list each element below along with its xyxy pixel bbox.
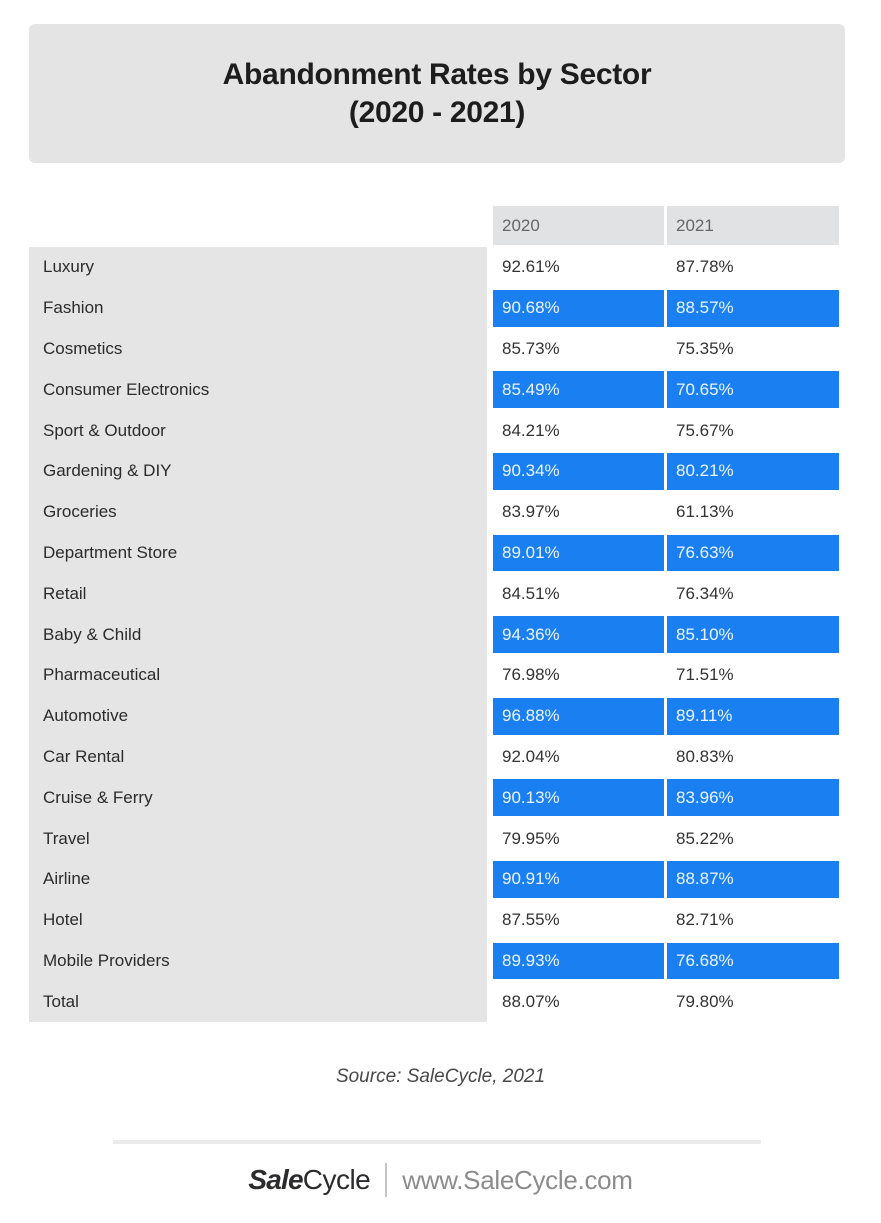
- sector-label: Gardening & DIY: [29, 450, 487, 492]
- value-2021: 88.57%: [667, 287, 839, 329]
- table-row: Department Store 89.01% 76.63%: [29, 532, 839, 574]
- value-2020: 85.49%: [493, 369, 664, 411]
- value-2021: 85.10%: [667, 614, 839, 655]
- value-2020: 79.95%: [493, 818, 664, 859]
- value-2021: 70.65%: [667, 369, 839, 411]
- page-title: Abandonment Rates by Sector: [222, 57, 652, 91]
- table-row: Hotel 87.55% 82.71%: [29, 899, 839, 941]
- sector-label: Sport & Outdoor: [29, 410, 487, 451]
- value-2021: 82.71%: [667, 899, 839, 941]
- sector-label: Consumer Electronics: [29, 369, 487, 411]
- value-2021: 76.34%: [667, 573, 839, 615]
- value-2020: 84.21%: [493, 410, 664, 451]
- table-row: Fashion 90.68% 88.57%: [29, 287, 839, 329]
- table-row: Sport & Outdoor 84.21% 75.67%: [29, 410, 839, 451]
- value-2021: 75.67%: [667, 410, 839, 451]
- source-note: Source: SaleCycle, 2021: [335, 1066, 546, 1087]
- table-row: Luxury 92.61% 87.78%: [29, 247, 839, 288]
- column-header-2021: 2021: [667, 206, 839, 245]
- table-row: Baby & Child 94.36% 85.10%: [29, 614, 839, 655]
- value-2020: 89.01%: [493, 532, 664, 574]
- table-row: Pharmaceutical 76.98% 71.51%: [29, 654, 839, 696]
- table-row: Groceries 83.97% 61.13%: [29, 491, 839, 533]
- table-header-row: 2020 2021: [29, 206, 839, 247]
- salecycle-logo: Sale Cycle: [248, 1164, 370, 1196]
- logo-sale-text: Sale: [248, 1164, 303, 1195]
- page-subtitle: (2020 - 2021): [348, 95, 526, 129]
- value-2021: 71.51%: [667, 654, 839, 696]
- table-row: Car Rental 92.04% 80.83%: [29, 736, 839, 778]
- table-row: Retail 84.51% 76.34%: [29, 573, 839, 615]
- table-row: Consumer Electronics 85.49% 70.65%: [29, 369, 839, 411]
- logo-cycle-text: Cycle: [302, 1164, 371, 1195]
- abandonment-rates-table: 2020 2021 Luxury 92.61% 87.78% Fashion 90.68…: [29, 206, 839, 1023]
- table-row: Mobile Providers 89.93% 76.68%: [29, 940, 839, 982]
- value-2020: 90.91%: [493, 858, 664, 900]
- value-2021: 79.80%: [667, 981, 839, 1023]
- value-2020: 76.98%: [493, 654, 664, 696]
- value-2020: 92.04%: [493, 736, 664, 778]
- table-row: Travel 79.95% 85.22%: [29, 818, 839, 859]
- value-2020: 90.34%: [493, 450, 664, 492]
- sector-label: Travel: [29, 818, 487, 859]
- sector-label: Total: [29, 981, 487, 1023]
- value-2021: 76.63%: [667, 532, 839, 574]
- value-2021: 76.68%: [667, 940, 839, 982]
- value-2021: 89.11%: [667, 695, 839, 737]
- sector-label: Retail: [29, 573, 487, 615]
- value-2021: 85.22%: [667, 818, 839, 859]
- sector-label: Hotel: [29, 899, 487, 941]
- footer: Sale Cycle www.SaleCycle.com: [0, 1163, 881, 1197]
- sector-label: Department Store: [29, 532, 487, 574]
- table-body: Luxury 92.61% 87.78% Fashion 90.68% 88.57% Cos…: [29, 247, 839, 1023]
- sector-label: Cosmetics: [29, 328, 487, 370]
- footer-divider: [113, 1140, 761, 1144]
- column-header-2020: 2020: [493, 206, 664, 245]
- value-2021: 87.78%: [667, 247, 839, 288]
- table-row: Airline 90.91% 88.87%: [29, 858, 839, 900]
- value-2021: 83.96%: [667, 777, 839, 819]
- value-2020: 94.36%: [493, 614, 664, 655]
- value-2020: 96.88%: [493, 695, 664, 737]
- table-row: Automotive 96.88% 89.11%: [29, 695, 839, 737]
- value-2021: 80.21%: [667, 450, 839, 492]
- value-2020: 88.07%: [493, 981, 664, 1023]
- header-spacer: [29, 206, 487, 247]
- table-row: Gardening & DIY 90.34% 80.21%: [29, 450, 839, 492]
- sector-label: Luxury: [29, 247, 487, 288]
- sector-label: Automotive: [29, 695, 487, 737]
- footer-url: www.SaleCycle.com: [402, 1164, 633, 1195]
- value-2020: 90.68%: [493, 287, 664, 329]
- value-2020: 87.55%: [493, 899, 664, 941]
- sector-label: Pharmaceutical: [29, 654, 487, 696]
- value-2020: 90.13%: [493, 777, 664, 819]
- sector-label: Mobile Providers: [29, 940, 487, 982]
- table-row: Total 88.07% 79.80%: [29, 981, 839, 1023]
- sector-label: Groceries: [29, 491, 487, 533]
- value-2021: 80.83%: [667, 736, 839, 778]
- value-2020: 83.97%: [493, 491, 664, 533]
- footer-separator: [385, 1163, 388, 1197]
- sector-label: Car Rental: [29, 736, 487, 778]
- value-2021: 88.87%: [667, 858, 839, 900]
- sector-label: Baby & Child: [29, 614, 487, 655]
- value-2021: 61.13%: [667, 491, 839, 533]
- value-2020: 85.73%: [493, 328, 664, 370]
- value-2020: 84.51%: [493, 573, 664, 615]
- sector-label: Fashion: [29, 287, 487, 329]
- value-2021: 75.35%: [667, 328, 839, 370]
- value-2020: 92.61%: [493, 247, 664, 288]
- title-banner: Abandonment Rates by Sector (2020 - 2021…: [29, 24, 845, 163]
- value-2020: 89.93%: [493, 940, 664, 982]
- sector-label: Airline: [29, 858, 487, 900]
- table-row: Cruise & Ferry 90.13% 83.96%: [29, 777, 839, 819]
- sector-label: Cruise & Ferry: [29, 777, 487, 819]
- table-row: Cosmetics 85.73% 75.35%: [29, 328, 839, 370]
